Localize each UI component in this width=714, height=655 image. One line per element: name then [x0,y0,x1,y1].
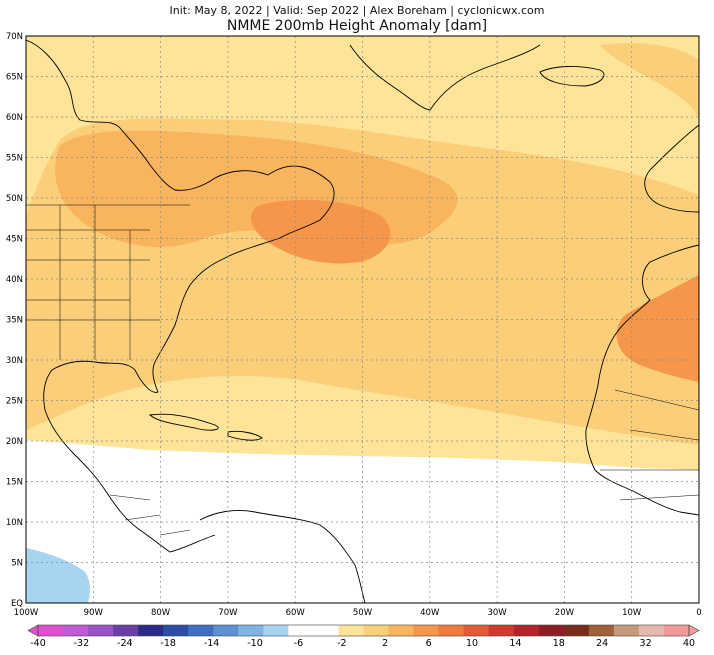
lon-label: 60W [286,608,306,618]
colorbar-swatch [488,625,515,636]
colorbar-swatch [238,625,264,636]
init-info-line: Init: May 8, 2022 | Valid: Sep 2022 | Al… [169,4,545,17]
lat-label: 5N [11,559,23,569]
latitude-labels: 70N 65N 60N 55N 50N 45N 40N 35N 30N 25N 20N 15N 10N 5… [6,32,23,609]
colorbar-label: -18 [160,638,176,649]
lat-label: 65N [6,73,23,83]
colorbar-swatch [263,625,289,636]
colorbar-swatch [438,625,465,636]
colorbar-swatch [538,625,565,636]
colorbar-swatch [313,625,339,636]
lat-label: 25N [6,397,23,407]
colorbar-swatch [638,625,665,636]
lat-label: 70N [6,32,23,42]
colorbar-label: 18 [553,638,565,649]
europe-africa-coast [585,124,699,516]
colorbar-swatch [213,625,239,636]
colorbar-swatch [63,625,89,636]
colorbar-label: -6 [294,638,303,649]
colorbar: -40 -32 -24 -18 -14 -10 -6 -2 2 6 10 14 18 24 32 40 [27,624,700,649]
map-frame [25,35,700,604]
colorbar-swatch [388,625,415,636]
anomaly-band-neg-2 [26,548,90,603]
lon-label: 40W [420,608,440,618]
lat-label: 40N [6,275,23,285]
colorbar-swatch [288,625,314,636]
lat-label: 30N [6,356,23,366]
colorbar-label: 40 [683,638,695,649]
map-title: NMME 200mb Height Anomaly [dam] [226,18,488,34]
lon-label: 70W [218,608,238,618]
lon-label: 20W [555,608,575,618]
colorbar-label: 6 [426,638,432,649]
lat-label: 50N [6,194,23,204]
colorbar-swatch [463,625,490,636]
cuba-island [148,413,219,431]
colorbar-swatch [88,625,114,636]
lon-label: 30W [487,608,507,618]
colorbar-swatch [363,625,390,636]
colorbar-swatch [513,625,540,636]
hispaniola-island [227,430,263,441]
colorbar-swatch [113,625,139,636]
colorbar-label: 10 [466,638,478,649]
lat-label: 10N [6,518,23,528]
colorbar-swatch [413,625,440,636]
grid-lines [26,36,699,603]
colorbar-label: 32 [640,638,652,649]
coastlines [26,39,699,603]
lat-label: 20N [6,437,23,447]
south-america-coast [199,509,366,603]
colorbar-swatch [163,625,189,636]
lat-label: 60N [6,113,23,123]
anomaly-band-10-14-east [616,275,699,382]
us-state-borders [26,204,190,360]
lon-label: 90W [84,608,104,618]
colorbar-label: -32 [74,638,90,649]
colorbar-swatch [338,625,364,636]
lat-label: 35N [6,316,23,326]
iceland-coast [539,66,605,87]
colorbar-swatch [38,625,64,636]
colorbar-label: 24 [596,638,608,649]
colorbar-label: -40 [30,638,46,649]
lon-label: 0 [696,608,701,618]
anomaly-band-10-14 [250,199,391,264]
lat-label: EQ [11,599,23,609]
colorbar-swatch [138,625,164,636]
colorbar-label: 14 [509,638,521,649]
colorbar-label: -24 [117,638,133,649]
colorbar-label: -10 [247,638,263,649]
colorbar-label: -14 [204,638,220,649]
anomaly-shading [26,36,699,603]
colorbar-swatch [663,625,690,636]
colorbar-swatch [563,625,590,636]
colorbar-max-arrow [688,624,700,637]
lon-label: 10W [622,608,642,618]
colorbar-border [37,624,690,637]
longitude-labels: 100W 90W 80W 70W 60W 50W 40W 30W 20W 10W 0 [14,608,702,618]
colorbar-label: -2 [337,638,346,649]
greenland-coast [349,44,541,111]
africa-borders [600,389,699,501]
north-america-coast [26,39,335,553]
colorbar-min-arrow [27,624,39,637]
colorbar-swatch [613,625,640,636]
lat-label: 55N [6,154,23,164]
colorbar-swatch [188,625,214,636]
lon-label: 100W [14,608,39,618]
lon-label: 50W [353,608,373,618]
central-america-borders [109,494,191,536]
colorbar-label: 2 [382,638,388,649]
lat-label: 15N [6,478,23,488]
colorbar-swatch [588,625,615,636]
lat-label: 45N [6,235,23,245]
lon-label: 80W [151,608,171,618]
